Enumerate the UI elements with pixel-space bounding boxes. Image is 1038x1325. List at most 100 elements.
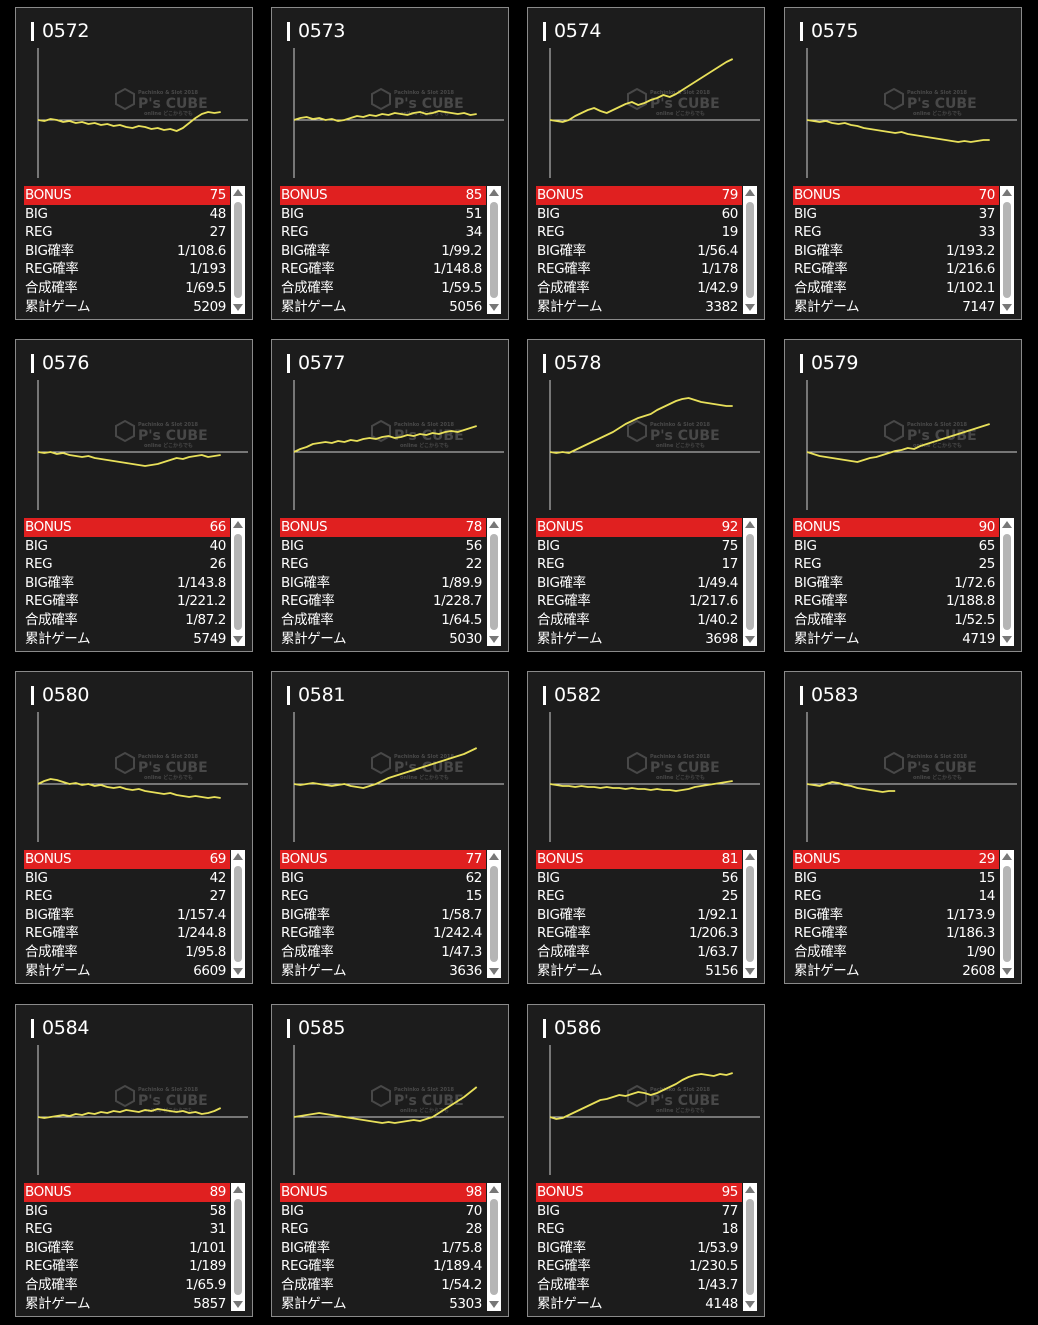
stats-scrollbar[interactable] [487, 518, 501, 646]
big-rate-label: BIG確率 [537, 1239, 586, 1256]
cube-icon [884, 87, 904, 111]
big-rate-value: 1/72.6 [954, 574, 995, 591]
bonus-label: BONUS [281, 1184, 328, 1200]
scroll-down-arrow-icon[interactable] [1002, 304, 1012, 311]
stats-scrollbar[interactable] [487, 1183, 501, 1311]
stats-table: BONUS 89 BIG 58 REG 31 BIG確率 1/101 REG確率… [24, 1183, 230, 1313]
reg-rate-label: REG確率 [281, 593, 335, 610]
scroll-thumb[interactable] [746, 866, 754, 962]
stats-scrollbar[interactable] [231, 850, 245, 978]
scroll-down-arrow-icon[interactable] [745, 304, 755, 311]
machine-card[interactable]: 0579 P's CUBE Pachinko & Slot 2018 online … [784, 339, 1022, 652]
scroll-down-arrow-icon[interactable] [233, 1301, 243, 1308]
row-bonus: BONUS 85 [280, 186, 486, 205]
stats-scrollbar[interactable] [231, 186, 245, 314]
scroll-down-arrow-icon[interactable] [489, 304, 499, 311]
stats-scrollbar[interactable] [487, 850, 501, 978]
scroll-thumb[interactable] [234, 866, 242, 962]
scroll-down-arrow-icon[interactable] [1002, 968, 1012, 975]
machine-card[interactable]: 0585 P's CUBE Pachinko & Slot 2018 online … [271, 1004, 509, 1317]
scroll-up-arrow-icon[interactable] [489, 1186, 499, 1193]
scroll-thumb[interactable] [234, 1199, 242, 1295]
scroll-up-arrow-icon[interactable] [1002, 521, 1012, 528]
scroll-up-arrow-icon[interactable] [1002, 189, 1012, 196]
scroll-thumb[interactable] [490, 202, 498, 298]
machine-card[interactable]: 0577 P's CUBE Pachinko & Slot 2018 online … [271, 339, 509, 652]
scroll-up-arrow-icon[interactable] [745, 1186, 755, 1193]
scroll-thumb[interactable] [1003, 202, 1011, 298]
scroll-up-arrow-icon[interactable] [233, 189, 243, 196]
scroll-thumb[interactable] [1003, 534, 1011, 630]
scroll-down-arrow-icon[interactable] [745, 636, 755, 643]
row-total-rate: 合成確率 1/42.9 [536, 279, 742, 298]
watermark-sub: online どこからでも [656, 442, 705, 449]
big-value: 75 [721, 537, 739, 554]
machine-card[interactable]: 0575 P's CUBE Pachinko & Slot 2018 online … [784, 7, 1022, 320]
machine-card[interactable]: 0583 P's CUBE Pachinko & Slot 2018 online … [784, 671, 1022, 984]
total-rate-value: 1/47.3 [441, 943, 482, 960]
scroll-up-arrow-icon[interactable] [1002, 853, 1012, 860]
scroll-up-arrow-icon[interactable] [233, 521, 243, 528]
scroll-thumb[interactable] [746, 534, 754, 630]
scroll-down-arrow-icon[interactable] [1002, 636, 1012, 643]
machine-card[interactable]: 0584 P's CUBE Pachinko & Slot 2018 online … [15, 1004, 253, 1317]
scroll-thumb[interactable] [1003, 866, 1011, 962]
games-label: 累計ゲーム [794, 962, 860, 979]
scroll-thumb[interactable] [746, 202, 754, 298]
scroll-down-arrow-icon[interactable] [489, 1301, 499, 1308]
scroll-down-arrow-icon[interactable] [745, 1301, 755, 1308]
scroll-up-arrow-icon[interactable] [745, 853, 755, 860]
scroll-down-arrow-icon[interactable] [233, 304, 243, 311]
machine-card[interactable]: 0572 P's CUBE Pachinko & Slot 2018 online … [15, 7, 253, 320]
stats-scrollbar[interactable] [743, 1183, 757, 1311]
stats-scrollbar[interactable] [1000, 850, 1014, 978]
stats-table: BONUS 90 BIG 65 REG 25 BIG確率 1/72.6 REG確… [793, 518, 999, 648]
scroll-down-arrow-icon[interactable] [489, 968, 499, 975]
stats-scrollbar[interactable] [231, 518, 245, 646]
machine-card[interactable]: 0578 P's CUBE Pachinko & Slot 2018 online … [527, 339, 765, 652]
machine-card[interactable]: 0573 P's CUBE Pachinko & Slot 2018 online … [271, 7, 509, 320]
scroll-thumb[interactable] [234, 202, 242, 298]
stats-scrollbar[interactable] [743, 850, 757, 978]
machine-card[interactable]: 0580 P's CUBE Pachinko & Slot 2018 online … [15, 671, 253, 984]
stats-scrollbar[interactable] [1000, 518, 1014, 646]
stats-scrollbar[interactable] [1000, 186, 1014, 314]
machine-card[interactable]: 0574 P's CUBE Pachinko & Slot 2018 online … [527, 7, 765, 320]
stats-scrollbar[interactable] [487, 186, 501, 314]
big-rate-value: 1/157.4 [177, 906, 226, 923]
stats-scrollbar[interactable] [231, 1183, 245, 1311]
scroll-up-arrow-icon[interactable] [489, 521, 499, 528]
scroll-up-arrow-icon[interactable] [489, 189, 499, 196]
scroll-thumb[interactable] [490, 534, 498, 630]
row-games: 累計ゲーム 5209 [24, 298, 230, 317]
scroll-down-arrow-icon[interactable] [745, 968, 755, 975]
scroll-down-arrow-icon[interactable] [233, 968, 243, 975]
scroll-thumb[interactable] [234, 534, 242, 630]
stats-scrollbar[interactable] [743, 186, 757, 314]
machine-card[interactable]: 0581 P's CUBE Pachinko & Slot 2018 online … [271, 671, 509, 984]
scroll-up-arrow-icon[interactable] [745, 189, 755, 196]
scroll-thumb[interactable] [490, 1199, 498, 1295]
scroll-down-arrow-icon[interactable] [489, 636, 499, 643]
scroll-up-arrow-icon[interactable] [745, 521, 755, 528]
machine-card[interactable]: 0586 P's CUBE Pachinko & Slot 2018 online … [527, 1004, 765, 1317]
scroll-thumb[interactable] [490, 866, 498, 962]
stats-scrollbar[interactable] [743, 518, 757, 646]
scroll-up-arrow-icon[interactable] [233, 1186, 243, 1193]
row-reg: REG 27 [24, 223, 230, 242]
watermark-tagline: Pachinko & Slot 2018 [138, 90, 198, 96]
scroll-down-arrow-icon[interactable] [233, 636, 243, 643]
scroll-up-arrow-icon[interactable] [489, 853, 499, 860]
games-label: 累計ゲーム [25, 298, 91, 315]
reg-rate-value: 1/188.8 [946, 593, 995, 610]
machine-card[interactable]: 0582 P's CUBE Pachinko & Slot 2018 online … [527, 671, 765, 984]
row-big: BIG 42 [24, 869, 230, 888]
reg-rate-value: 1/242.4 [433, 925, 482, 942]
row-big: BIG 62 [280, 869, 486, 888]
machine-card[interactable]: 0576 P's CUBE Pachinko & Slot 2018 online … [15, 339, 253, 652]
scroll-thumb[interactable] [746, 1199, 754, 1295]
scroll-up-arrow-icon[interactable] [233, 853, 243, 860]
